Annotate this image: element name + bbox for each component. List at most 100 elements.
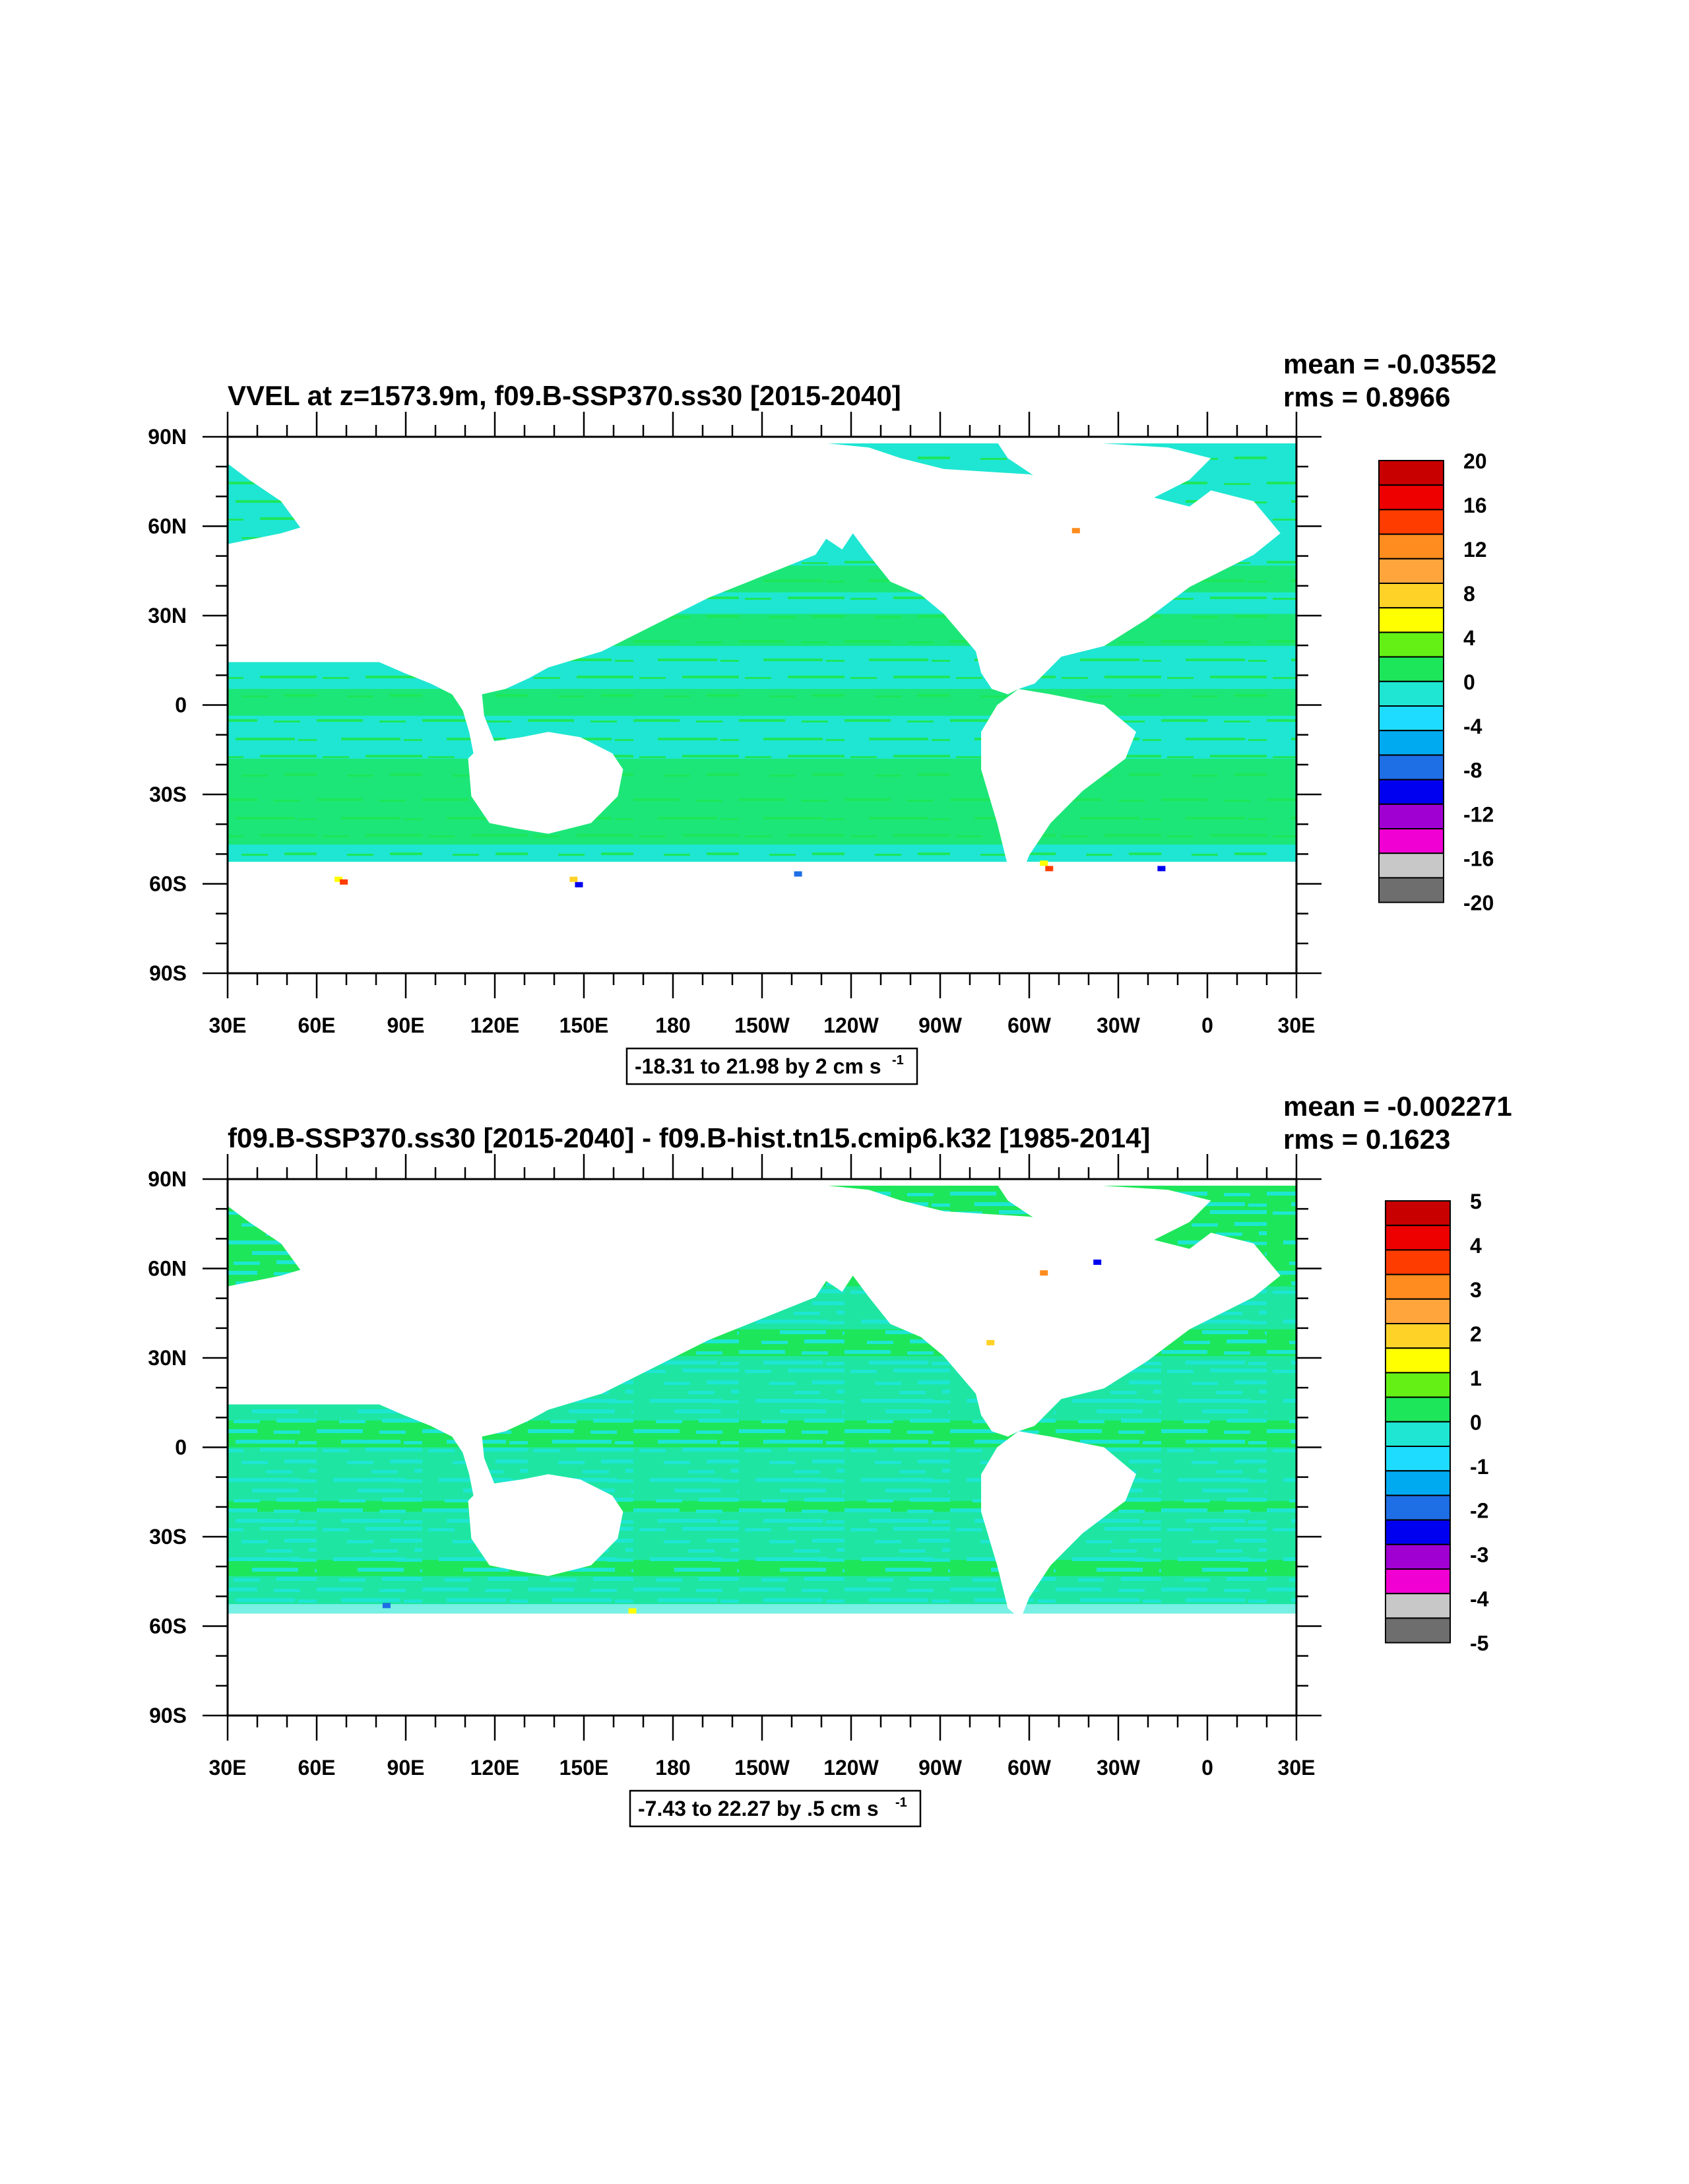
lon-tick-label: 0 <box>1201 1013 1213 1037</box>
land-arctic <box>228 1179 1296 1185</box>
colorbar-swatch <box>1378 656 1444 682</box>
land-mask <box>228 1179 1296 1716</box>
colorbar-swatch <box>1378 705 1444 732</box>
contour-range-box <box>625 1047 918 1085</box>
colorbar-swatch <box>1385 1519 1451 1545</box>
colorbar-swatch <box>1378 754 1444 781</box>
colorbar-swatch <box>1378 779 1444 805</box>
colorbar: 5 4 3 2 1 0 -1 -2 -3 -4 -5 <box>1385 1190 1489 1655</box>
lat-tick-label: 90N <box>148 425 187 449</box>
colorbar-label: -2 <box>1470 1499 1488 1523</box>
lon-tick-label: 150E <box>559 1756 609 1780</box>
lon-tick-label: 30E <box>1278 1756 1316 1780</box>
lon-tick-label: 150W <box>734 1013 790 1037</box>
land-asia <box>228 482 827 662</box>
colorbar-swatch <box>1378 877 1444 903</box>
colorbar-swatch <box>1385 1396 1451 1423</box>
colorbar-label: 20 <box>1463 449 1487 473</box>
lon-tick-label: 60W <box>1007 1013 1052 1037</box>
colorbar-swatch <box>1385 1273 1451 1300</box>
contour-range-box <box>629 1789 922 1828</box>
colorbar-label: 4 <box>1470 1234 1482 1258</box>
colorbar-swatch <box>1385 1421 1451 1448</box>
colorbar-swatch <box>1378 533 1444 560</box>
lon-tick-label: 180 <box>655 1013 690 1037</box>
contour-range-text: -18.31 to 21.98 by 2 cm s <box>635 1054 881 1078</box>
lat-tick-label: 60S <box>149 1615 187 1638</box>
colorbar-swatch <box>1378 730 1444 756</box>
lon-tick-label: 30W <box>1097 1013 1141 1037</box>
land-greenland <box>997 442 1211 517</box>
colorbar: 20 16 12 8 4 0 -4 -8 -12 -16 -20 <box>1378 449 1494 915</box>
lon-tick-label: 150E <box>559 1013 609 1037</box>
colorbar-label: 0 <box>1463 670 1475 694</box>
colorbar-label: -4 <box>1470 1588 1489 1611</box>
colorbar-label: 0 <box>1470 1411 1482 1434</box>
extreme-spots <box>382 1259 1102 1614</box>
mean-value: mean = -0.03552 <box>1283 348 1496 379</box>
lon-tick-label: 30W <box>1097 1756 1141 1780</box>
lon-tick-label: 150W <box>734 1756 790 1780</box>
lon-tick-label: 0 <box>1201 1756 1213 1780</box>
colorbar-swatch <box>1378 583 1444 609</box>
land-greenland <box>997 1184 1211 1260</box>
lon-tick-label: 60E <box>298 1013 336 1037</box>
colorbar-label: 4 <box>1463 626 1475 650</box>
colorbar-label: 3 <box>1470 1278 1482 1302</box>
lat-tick-label: 60N <box>148 1257 187 1281</box>
lon-tick-label: 90W <box>918 1756 963 1780</box>
map-panel-1: 90N 60N 30N 0 30S 60S 90S 30E 60E 90E 120E 150E 180 1… <box>148 348 1496 1085</box>
colorbar-swatch <box>1378 558 1444 584</box>
extreme-spots <box>335 528 1166 887</box>
lat-tick-label: 30S <box>149 783 187 806</box>
colorbar-swatch <box>1385 1617 1451 1644</box>
colorbar-swatch <box>1378 803 1444 830</box>
land-mask <box>228 437 1296 973</box>
colorbar-label: 5 <box>1470 1190 1482 1213</box>
colorbar-swatch <box>1378 852 1444 879</box>
colorbar-swatch <box>1378 828 1444 854</box>
colorbar-swatch <box>1385 1543 1451 1570</box>
land-namerica <box>826 1211 1281 1432</box>
colorbar-swatch <box>1378 484 1444 511</box>
land-asia <box>228 1225 827 1405</box>
lon-tick-label: 120E <box>470 1013 520 1037</box>
lon-tick-label: 30E <box>209 1756 247 1780</box>
lat-tick-label: 60N <box>148 515 187 538</box>
colorbar-label: -5 <box>1470 1632 1488 1655</box>
rms-value: rms = 0.8966 <box>1283 381 1450 412</box>
land-antarctica <box>228 1635 1296 1716</box>
lat-tick-label: 90S <box>149 1704 187 1727</box>
lon-tick-label: 90E <box>387 1013 425 1037</box>
panel-title: f09.B-SSP370.ss30 [2015-2040] - f09.B-hi… <box>228 1122 1150 1153</box>
colorbar-label: -4 <box>1463 715 1482 738</box>
colorbar-swatch <box>1378 509 1444 535</box>
colorbar-label: 16 <box>1463 494 1487 517</box>
colorbar-label: -16 <box>1463 847 1494 871</box>
map-panel-2: 90N 60N 30N 0 30S 60S 90S 30E 60E 90E 120E 150E 180 1… <box>148 1091 1512 1828</box>
lon-tick-label: 120W <box>823 1756 879 1780</box>
lon-tick-label: 180 <box>655 1756 690 1780</box>
lat-tick-label: 0 <box>175 1436 187 1460</box>
colorbar-swatch <box>1385 1372 1451 1398</box>
land-arctic <box>228 437 1296 443</box>
colorbar-label: -1 <box>1470 1455 1488 1479</box>
land-samerica <box>981 1431 1136 1619</box>
lat-tick-label: 30N <box>148 1346 187 1370</box>
land-australia <box>468 732 623 834</box>
colorbar-label: 1 <box>1470 1366 1482 1390</box>
lat-tick-label: 30N <box>148 604 187 627</box>
colorbar-swatch <box>1385 1298 1451 1325</box>
colorbar-swatch <box>1385 1568 1451 1595</box>
colorbar-label: 12 <box>1463 538 1487 562</box>
colorbar-swatch <box>1385 1593 1451 1619</box>
land-samerica <box>981 689 1136 877</box>
colorbar-swatch <box>1385 1200 1451 1227</box>
colorbar-label: -8 <box>1463 759 1482 783</box>
land-australia <box>468 1474 623 1576</box>
contour-range-text: -7.43 to 22.27 by .5 cm s <box>638 1797 879 1820</box>
colorbar-swatch <box>1378 460 1444 486</box>
rms-value: rms = 0.1623 <box>1283 1124 1450 1155</box>
colorbar-swatch <box>1385 1225 1451 1251</box>
contour-range-unit-exponent: -1 <box>892 1053 904 1068</box>
